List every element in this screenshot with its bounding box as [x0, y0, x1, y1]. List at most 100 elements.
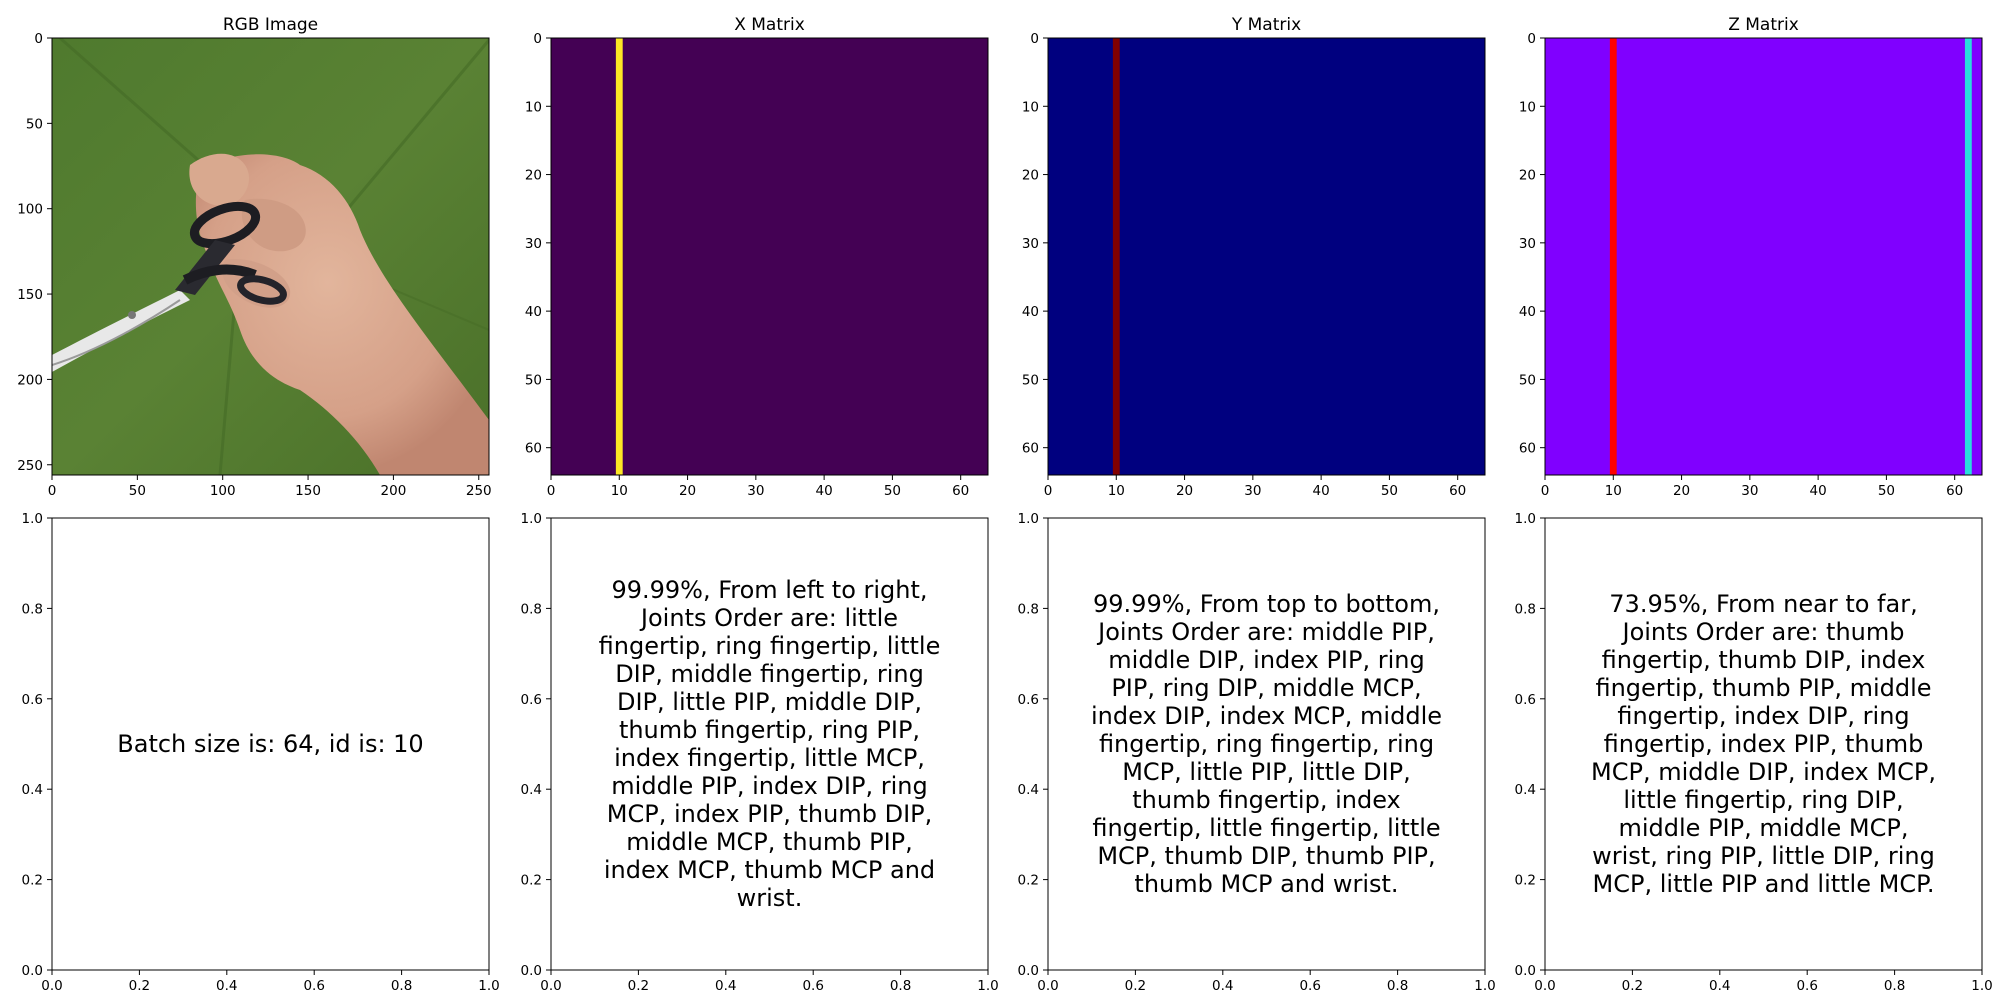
- x-tick-label-1-5: 50: [884, 483, 901, 499]
- heatmap-column-3-0: [1609, 38, 1617, 475]
- x-tick-label-1-3: 30: [747, 483, 764, 499]
- x-tick-label-6-0: 0.0: [1037, 978, 1058, 994]
- heatmap-column-3-1: [1964, 38, 1972, 475]
- axes-title-2: Y Matrix: [1231, 15, 1301, 35]
- y-tick-label-2-0: 0: [1030, 31, 1039, 47]
- x-tick-label-7-0: 0.0: [1534, 978, 1555, 994]
- y-tick-label-1-4: 40: [525, 304, 542, 320]
- x-tick-label-6-2: 0.4: [1212, 978, 1233, 994]
- y-tick-label-4-1: 0.2: [22, 873, 43, 889]
- heatmap-background-1: [551, 38, 988, 475]
- y-tick-label-6-5: 1.0: [1018, 511, 1039, 527]
- x-tick-label-4-1: 0.2: [129, 978, 150, 994]
- heatmap-background-2: [1048, 38, 1485, 475]
- x-tick-label-4-4: 0.8: [391, 978, 412, 994]
- x-tick-label-4-3: 0.6: [303, 978, 324, 994]
- x-tick-label-3-6: 60: [1946, 483, 1963, 499]
- y-tick-label-6-3: 0.6: [1018, 692, 1039, 708]
- y-tick-label-4-5: 1.0: [22, 511, 43, 527]
- panel-text-4: Batch size is: 64, id is: 10: [117, 730, 424, 758]
- x-tick-label-1-2: 20: [679, 483, 696, 499]
- x-tick-label-2-1: 10: [1108, 483, 1125, 499]
- heatmaps: [551, 38, 1982, 475]
- x-tick-label-0-1: 50: [129, 483, 146, 499]
- y-tick-label-1-6: 60: [525, 441, 542, 457]
- y-tick-label-3-2: 20: [1519, 168, 1536, 184]
- y-tick-label-4-3: 0.6: [22, 692, 43, 708]
- y-tick-label-2-6: 60: [1022, 441, 1039, 457]
- y-tick-label-2-3: 30: [1022, 236, 1039, 252]
- x-tick-label-7-4: 0.8: [1884, 978, 1905, 994]
- y-tick-label-6-1: 0.2: [1018, 873, 1039, 889]
- x-tick-label-0-2: 100: [210, 483, 236, 499]
- axes-frame-2: [1047, 37, 1486, 476]
- axes-title-3: Z Matrix: [1728, 15, 1799, 35]
- y-tick-label-1-5: 50: [525, 372, 542, 388]
- axes-frame-5: [550, 517, 989, 971]
- y-tick-label-6-2: 0.4: [1018, 782, 1039, 798]
- y-tick-label-7-5: 1.0: [1515, 511, 1536, 527]
- x-tick-label-3-4: 40: [1810, 483, 1827, 499]
- x-tick-label-1-4: 40: [816, 483, 833, 499]
- x-tick-label-4-0: 0.0: [41, 978, 62, 994]
- axes-title-0: RGB Image: [223, 15, 318, 35]
- x-tick-label-3-2: 20: [1673, 483, 1690, 499]
- x-tick-label-1-1: 10: [611, 483, 628, 499]
- y-tick-label-7-0: 0.0: [1515, 963, 1536, 979]
- y-tick-label-3-5: 50: [1519, 372, 1536, 388]
- x-tick-label-2-5: 50: [1381, 483, 1398, 499]
- x-tick-label-4-2: 0.4: [216, 978, 237, 994]
- x-tick-label-6-4: 0.8: [1387, 978, 1408, 994]
- heatmap-column-1-0: [615, 38, 623, 475]
- y-tick-label-3-1: 10: [1519, 99, 1536, 115]
- x-tick-label-3-3: 30: [1741, 483, 1758, 499]
- x-tick-label-7-2: 0.4: [1709, 978, 1730, 994]
- x-tick-label-7-3: 0.6: [1796, 978, 1817, 994]
- x-tick-label-3-5: 50: [1878, 483, 1895, 499]
- y-tick-label-5-4: 0.8: [521, 601, 542, 617]
- heatmap-background-3: [1545, 38, 1982, 475]
- y-tick-label-5-0: 0.0: [521, 963, 542, 979]
- y-tick-label-1-2: 20: [525, 168, 542, 184]
- x-tick-label-0-5: 250: [466, 483, 492, 499]
- x-tick-label-0-4: 200: [381, 483, 407, 499]
- y-tick-label-4-4: 0.8: [22, 601, 43, 617]
- panel-text-6: 99.99%, From top to bottom, Joints Order…: [1090, 590, 1442, 898]
- rgb-photo: [52, 38, 489, 475]
- y-tick-label-7-3: 0.6: [1515, 692, 1536, 708]
- x-tick-label-5-1: 0.2: [628, 978, 649, 994]
- x-tick-label-6-1: 0.2: [1125, 978, 1146, 994]
- x-tick-label-2-2: 20: [1176, 483, 1193, 499]
- x-tick-label-1-6: 60: [952, 483, 969, 499]
- y-tick-label-0-3: 150: [17, 287, 43, 303]
- x-tick-label-4-5: 1.0: [478, 978, 499, 994]
- x-tick-label-5-2: 0.4: [715, 978, 736, 994]
- axes-title-1: X Matrix: [734, 15, 805, 35]
- y-tick-label-2-2: 20: [1022, 168, 1039, 184]
- y-tick-label-1-1: 10: [525, 99, 542, 115]
- x-tick-label-5-4: 0.8: [890, 978, 911, 994]
- x-tick-label-7-1: 0.2: [1622, 978, 1643, 994]
- y-tick-label-5-3: 0.6: [521, 692, 542, 708]
- y-tick-label-1-3: 30: [525, 236, 542, 252]
- x-tick-label-1-0: 0: [547, 483, 556, 499]
- y-tick-label-0-4: 200: [17, 372, 43, 388]
- y-tick-label-5-5: 1.0: [521, 511, 542, 527]
- y-tick-label-1-0: 0: [533, 31, 542, 47]
- y-tick-label-5-1: 0.2: [521, 873, 542, 889]
- y-tick-label-4-2: 0.4: [22, 782, 43, 798]
- y-tick-label-6-4: 0.8: [1018, 601, 1039, 617]
- axes-frame-7: [1544, 517, 1983, 971]
- axes-frame-6: [1047, 517, 1486, 971]
- y-tick-label-3-4: 40: [1519, 304, 1536, 320]
- x-tick-label-7-5: 1.0: [1971, 978, 1992, 994]
- x-tick-label-0-3: 150: [295, 483, 321, 499]
- axes-frame-1: [550, 37, 989, 476]
- y-tick-label-7-2: 0.4: [1515, 782, 1536, 798]
- y-tick-label-7-4: 0.8: [1515, 601, 1536, 617]
- heatmap-column-2-0: [1112, 38, 1120, 475]
- x-tick-label-2-0: 0: [1044, 483, 1053, 499]
- y-tick-label-2-5: 50: [1022, 372, 1039, 388]
